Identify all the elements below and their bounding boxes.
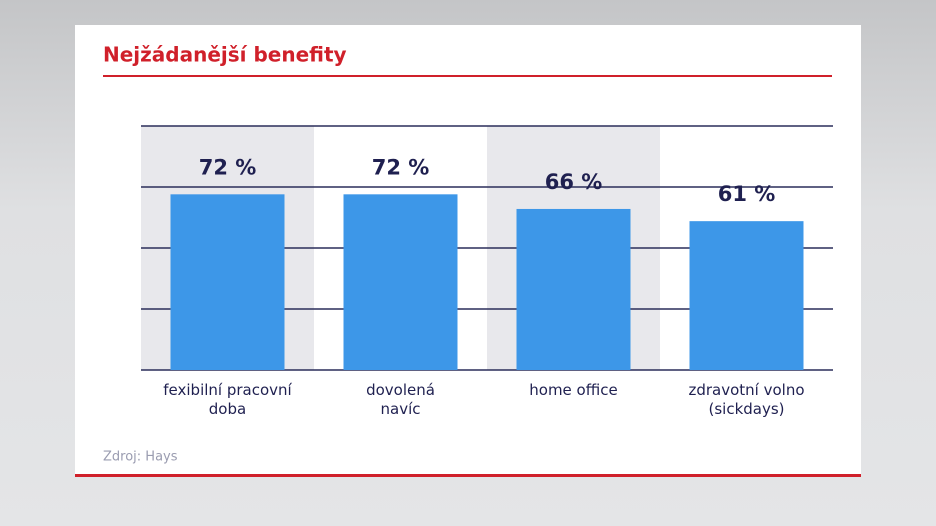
x-tick-label: zdravotní volno (sickdays) xyxy=(688,381,805,418)
chart-title: Nejžádanější benefity xyxy=(103,43,347,67)
x-tick-label: dovolená navíc xyxy=(366,381,435,418)
bottom-rule xyxy=(75,474,861,477)
bar xyxy=(516,208,631,370)
value-label: 66 % xyxy=(545,170,603,194)
value-label: 61 % xyxy=(718,182,776,206)
bar xyxy=(343,194,458,370)
x-tick-label: home office xyxy=(529,381,618,399)
source: Zdroj: Hays xyxy=(103,450,178,465)
bar xyxy=(689,221,804,370)
value-label: 72 % xyxy=(199,155,257,179)
x-tick-label: fexibilní pracovní doba xyxy=(163,381,292,418)
value-label: 72 % xyxy=(372,155,430,179)
bar xyxy=(170,194,285,370)
